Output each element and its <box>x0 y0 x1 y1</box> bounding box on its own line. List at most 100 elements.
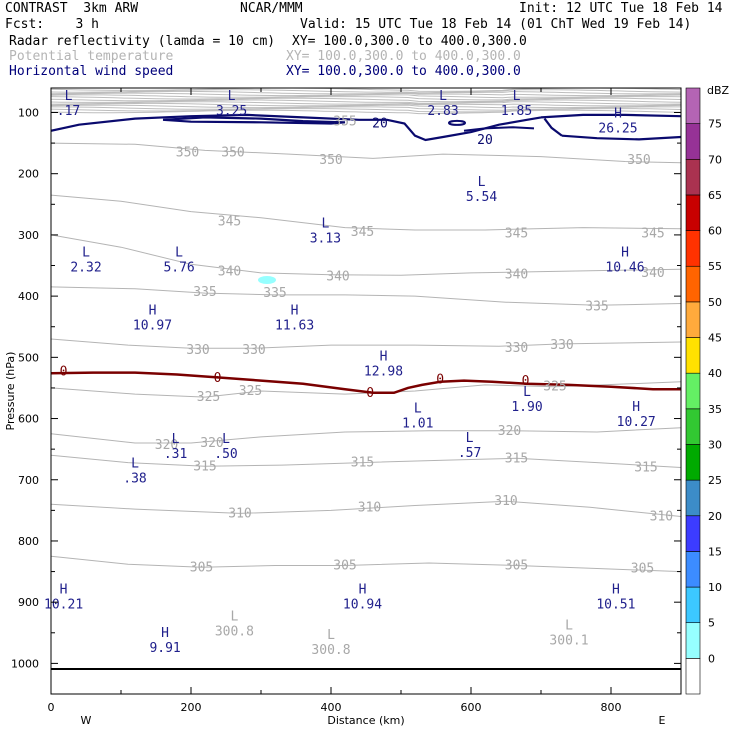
y-tick-label: 600 <box>18 413 39 426</box>
theta-contour <box>51 286 681 306</box>
wind-extremum-marker: H <box>149 303 157 318</box>
theta-contour <box>51 427 681 444</box>
colorbar-level-label: 75 <box>708 118 722 131</box>
wind-extremum-marker: L <box>131 457 139 472</box>
theta-contour-label: 335 <box>585 300 608 315</box>
theta-contour-label: 350 <box>627 153 650 168</box>
colorbar-level-label: 45 <box>708 332 722 345</box>
theta-contour-upper <box>51 89 681 94</box>
wind-extremum-marker: L <box>466 431 474 446</box>
wind-extremum-marker: L <box>172 432 180 447</box>
theta-contour-label: 315 <box>193 459 216 474</box>
theta-contour-label: 320 <box>200 436 223 451</box>
y-tick-label: 100 <box>18 106 39 119</box>
wind-extremum-value: 12.98 <box>364 364 403 379</box>
theta-contour-label: 340 <box>505 268 528 283</box>
wind-20-contour <box>540 113 681 119</box>
theta-contour-upper <box>51 90 681 95</box>
y-tick-label: 200 <box>18 168 39 181</box>
wind-extremum-value: .50 <box>214 447 237 462</box>
field-wind-label: Horizontal wind speed <box>9 64 174 79</box>
x-tick-label: 400 <box>321 701 342 714</box>
wind-extremum-value: 10.27 <box>617 415 656 430</box>
y-tick-label: 500 <box>18 351 39 364</box>
colorbar-swatch <box>685 87 701 124</box>
wind-extremum-marker: L <box>321 217 329 232</box>
reflectivity-contour-label: 0 <box>60 365 68 380</box>
wind-contour-label: 20 <box>477 133 493 148</box>
theta-contour-label: 305 <box>631 562 654 577</box>
wind-extremum-marker: H <box>614 106 622 121</box>
wind-extremum-value: 3.25 <box>216 104 247 119</box>
wind-extremum-value: 1.85 <box>501 104 532 119</box>
theta-contour <box>51 555 681 573</box>
theta-contour-label: 340 <box>326 270 349 285</box>
theta-contour-label: 330 <box>550 338 573 353</box>
colorbar-swatch <box>685 337 701 374</box>
theta-contour-label: 330 <box>242 343 265 358</box>
theta-contour-label: 350 <box>221 145 244 160</box>
wind-extremum-marker: L <box>228 89 236 104</box>
colorbar-level-label: 60 <box>708 225 722 238</box>
colorbar-level-label: 50 <box>708 296 722 309</box>
wind-extremum-value: .31 <box>164 447 187 462</box>
wind-extremum-marker: H <box>380 349 388 364</box>
theta-contour-upper <box>51 94 681 99</box>
theta-contour-label: 345 <box>218 214 241 229</box>
colorbar-level-label: 20 <box>708 510 722 523</box>
theta-contour-label: 335 <box>263 286 286 301</box>
theta-extremum-marker: L <box>565 619 573 634</box>
wind-extremum-value: 3.13 <box>310 232 341 247</box>
theta-contour-label: 340 <box>641 266 664 281</box>
theta-contour-label: 325 <box>543 380 566 395</box>
theta-contour-label: 310 <box>228 506 251 521</box>
potential-temperature-contours <box>51 88 681 573</box>
theta-extremum-value: 300.1 <box>549 634 588 649</box>
colorbar-level-label: 10 <box>708 581 722 594</box>
field-theta-label: Potential temperature <box>9 49 174 64</box>
wind-extremum-marker: L <box>439 89 447 104</box>
theta-extremum-value: 300.8 <box>311 643 350 658</box>
wind-extremum-value: 10.51 <box>596 598 635 613</box>
colorbar-swatch <box>685 230 701 267</box>
wind-extremum-marker: H <box>291 303 299 318</box>
center-name: NCAR/MMM <box>240 1 303 16</box>
wind-extremum-marker: L <box>222 432 230 447</box>
wind-extremum-marker: L <box>513 89 521 104</box>
theta-contour-label: 345 <box>505 227 528 242</box>
theta-contour-label: 315 <box>351 456 374 471</box>
theta-contour-label: 330 <box>186 343 209 358</box>
theta-contour-label: 340 <box>218 265 241 280</box>
wind-extremum-marker: L <box>82 245 90 260</box>
theta-contour-label: 330 <box>505 341 528 356</box>
wind-20-contour <box>51 113 542 142</box>
theta-contour <box>51 381 681 398</box>
wind-extremum-marker: L <box>175 245 183 260</box>
colorbar-swatch <box>685 622 701 659</box>
theta-contour-upper <box>51 102 681 107</box>
wind-extremum-marker: H <box>621 245 629 260</box>
field-reflectivity-label: Radar reflectivity (lamda = 10 cm) <box>9 34 276 49</box>
wind-extremum-value: 11.63 <box>275 318 314 333</box>
theta-contour-upper <box>51 88 681 92</box>
colorbar-level-label: 30 <box>708 438 722 451</box>
theta-contour-upper <box>51 104 681 109</box>
colorbar-level-label: 15 <box>708 545 722 558</box>
wind-extremum-value: 1.01 <box>402 416 433 431</box>
x-tick-label: 0 <box>48 701 55 714</box>
colorbar-level-label: 35 <box>708 403 722 416</box>
plot-frame <box>50 87 682 695</box>
wind-20-contour-closed <box>448 119 466 126</box>
colorbar-unit: dBZ <box>707 84 730 97</box>
colorbar-level-label: 55 <box>708 260 722 273</box>
wind-extremum-marker: L <box>478 175 486 190</box>
field-theta-xy: XY= 100.0,300.0 to 400.0,300.0 <box>286 49 521 64</box>
wind-20-contour <box>561 134 681 141</box>
wind-extremum-marker: H <box>612 583 620 598</box>
theta-contour-upper <box>51 106 681 111</box>
wind-extremum-value: .17 <box>57 104 80 119</box>
reflectivity-zero-contour <box>51 371 681 395</box>
theta-contour-label: 310 <box>494 494 517 509</box>
